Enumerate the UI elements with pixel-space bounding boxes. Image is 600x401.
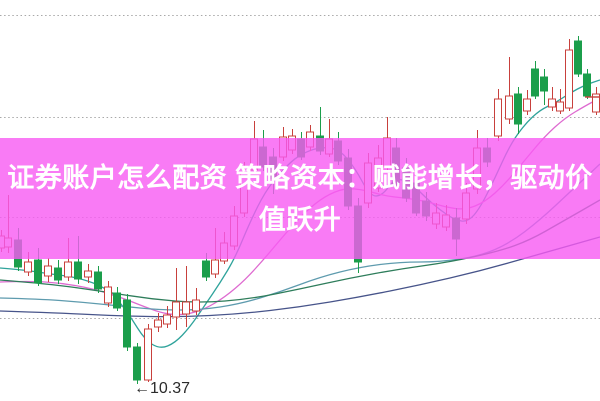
candle-body-up xyxy=(163,314,171,325)
candle-body-up xyxy=(523,98,531,112)
title-banner: 证券账户怎么配资 策略资本：赋能增长，驱动价 值跃升 xyxy=(0,138,600,259)
candle-body-down xyxy=(574,40,582,75)
candle-body-up xyxy=(192,299,200,312)
candle-body-down xyxy=(583,73,591,97)
candle-body-down xyxy=(54,267,62,281)
candle-body-down xyxy=(202,260,210,278)
candle-body-up xyxy=(182,301,190,315)
banner-title-line2: 值跃升 xyxy=(258,204,342,235)
candle-body-down xyxy=(133,346,141,381)
candle-body-down xyxy=(34,259,42,284)
candle-body-down xyxy=(540,76,548,92)
banner-title-line1: 证券账户怎么配资 策略资本：赋能增长，驱动价 xyxy=(7,162,593,193)
candle-body-doji xyxy=(84,270,92,278)
candle-body-down xyxy=(514,93,522,125)
candle-body-up xyxy=(64,261,72,278)
candle-body-doji xyxy=(548,98,556,108)
candle-body-down xyxy=(123,299,131,348)
candle-body-up xyxy=(494,98,502,137)
ma-line-ma-slowest-navy xyxy=(0,236,600,318)
low-price-label: ←10.37 xyxy=(134,380,190,397)
candle-body-doji xyxy=(44,265,52,277)
candle-body-up xyxy=(505,95,513,120)
candle-body-up xyxy=(172,301,180,318)
candle-body-up xyxy=(104,286,112,304)
candle-body-up xyxy=(565,49,573,109)
candle-body-up xyxy=(556,101,564,112)
candle-body-doji xyxy=(154,319,162,328)
candle-body-down xyxy=(74,261,82,280)
candle-body-up xyxy=(144,328,152,381)
candle-body-down xyxy=(531,68,539,97)
candle-body-doji xyxy=(211,259,219,275)
candle-body-up xyxy=(24,261,32,273)
candle-body-down xyxy=(113,292,121,309)
candle-body-down xyxy=(94,271,102,290)
